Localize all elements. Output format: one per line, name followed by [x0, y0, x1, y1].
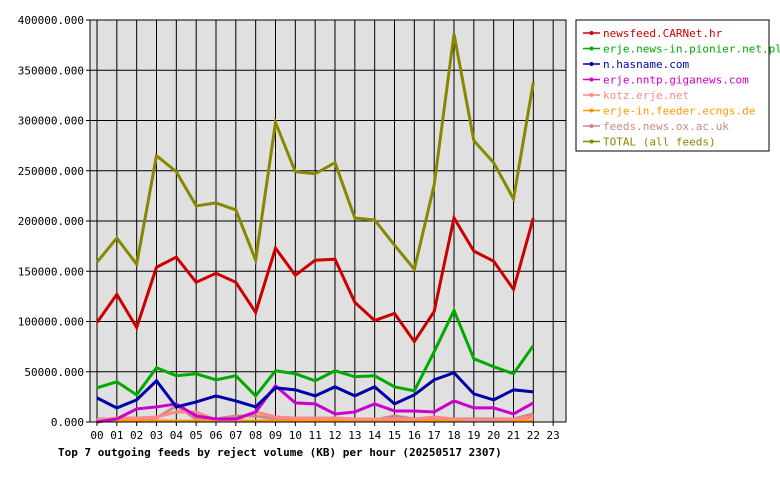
- legend: newsfeed.CARNet.hr erje.news-in.pionier.n…: [575, 19, 780, 152]
- series-line-erje-news-in-pionier-net-pl: [96, 306, 535, 399]
- series-line-erje-nntp-giganews-com: [96, 383, 535, 424]
- legend-marker: [589, 46, 594, 51]
- legend-marker: [589, 124, 594, 128]
- y-tick-label: 50000.000: [24, 366, 84, 379]
- y-tick-label: 250000.000: [18, 165, 84, 178]
- legend-label: n.hasname.com: [603, 58, 689, 71]
- y-tick-label: 350000.000: [18, 64, 84, 77]
- y-tick-label: 400000.000: [18, 14, 84, 27]
- x-tick-label: 23: [547, 429, 560, 442]
- x-tick-label: 15: [388, 429, 401, 442]
- x-tick-label: 02: [130, 429, 143, 442]
- x-tick-label: 17: [428, 429, 441, 442]
- legend-box: [575, 19, 770, 152]
- x-tick-label: 16: [408, 429, 421, 442]
- series-line-n-hasname-com: [96, 371, 534, 410]
- legend-marker: [589, 139, 594, 144]
- y-tick-label: 300000.000: [18, 115, 84, 128]
- y-tick-label: 100000.000: [18, 316, 84, 329]
- y-tick-label: 200000.000: [18, 215, 84, 228]
- x-tick-label: 12: [328, 429, 341, 442]
- x-tick-label: 22: [527, 429, 540, 442]
- x-tick-label: 07: [229, 429, 242, 442]
- x-tick-label: 01: [110, 429, 123, 442]
- y-axis-ticks: 0.000 50000.000 100000.000 150000.000 200000…: [18, 14, 90, 429]
- x-tick-label: 13: [348, 429, 361, 442]
- x-tick-label: 04: [170, 429, 184, 442]
- x-tick-label: 20: [487, 429, 500, 442]
- legend-marker: [589, 108, 594, 113]
- x-tick-label: 14: [368, 429, 382, 442]
- legend-label: TOTAL (all feeds): [603, 136, 716, 149]
- x-tick-label: 11: [309, 429, 322, 442]
- series-line-total-all-feeds-: [95, 33, 535, 273]
- legend-label: erje-in.feeder.ecngs.de: [603, 105, 755, 118]
- series-lines: [95, 33, 535, 424]
- legend-label: feeds.news.ox.ac.uk: [603, 120, 729, 133]
- x-tick-label: 08: [249, 429, 262, 442]
- x-tick-label: 18: [447, 429, 460, 442]
- legend-marker: [589, 62, 594, 66]
- series-line-kotz-erje-net: [96, 410, 534, 422]
- x-tick-label: 06: [209, 429, 222, 442]
- legend-label: newsfeed.CARNet.hr: [603, 27, 723, 40]
- x-tick-label: 09: [269, 429, 282, 442]
- x-axis-ticks: 00 01 02 03 04 05 06 07 08 09 10 11 12 13 14 15 16 17 18 19…: [90, 422, 560, 442]
- legend-label: erje.news-in.pionier.net.pl: [603, 43, 780, 56]
- x-tick-label: 10: [289, 429, 302, 442]
- x-tick-label: 05: [190, 429, 203, 442]
- x-tick-label: 21: [507, 429, 520, 442]
- x-tick-label: 03: [150, 429, 163, 442]
- x-tick-label: 00: [90, 429, 103, 442]
- legend-marker: [589, 77, 594, 82]
- chart-caption: Top 7 outgoing feeds by reject volume (K…: [58, 446, 502, 459]
- y-tick-label: 0.000: [51, 416, 84, 429]
- y-tick-label: 150000.000: [18, 265, 84, 278]
- legend-marker: [589, 93, 594, 97]
- legend-label: kotz.erje.net: [603, 89, 689, 102]
- legend-marker: [589, 31, 594, 35]
- series-line-newsfeed-carnet-hr: [95, 213, 535, 345]
- x-tick-label: 19: [467, 429, 480, 442]
- legend-label: erje.nntp.giganews.com: [603, 74, 749, 87]
